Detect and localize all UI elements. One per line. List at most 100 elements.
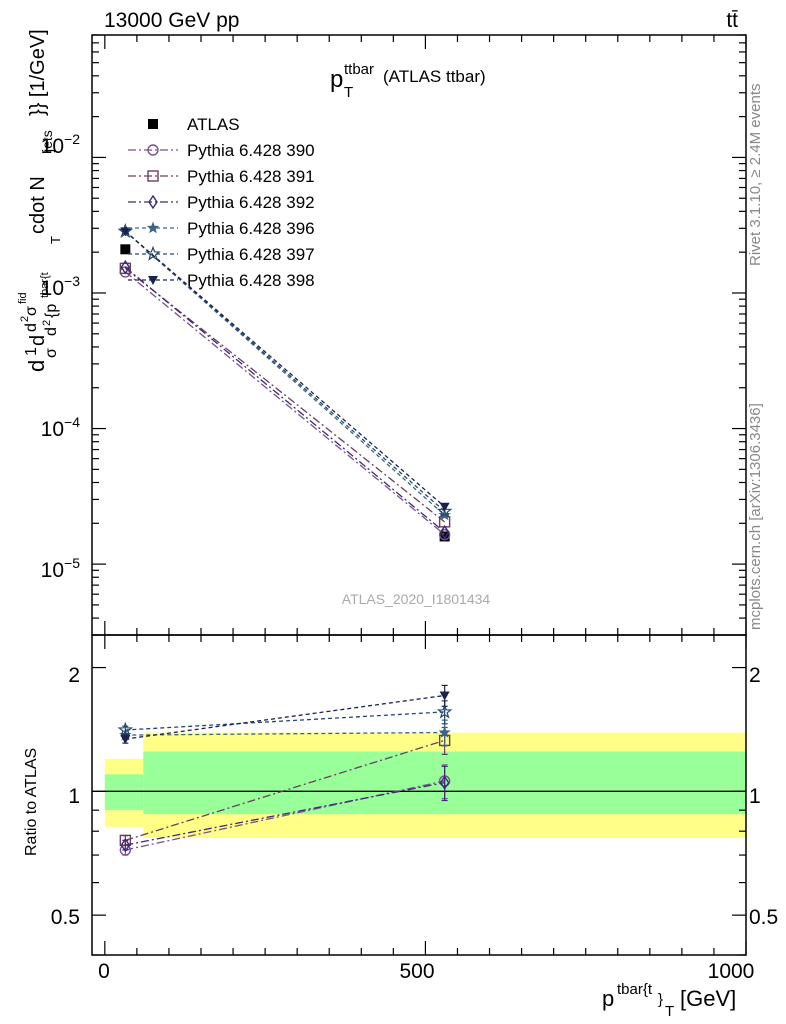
ratio-plot-area: [92, 684, 746, 856]
x-tick-label-500: 500: [399, 960, 434, 983]
y-tick-exponent: −2: [64, 131, 80, 147]
data-point: [439, 531, 450, 542]
ratio-series-pythia-6-428-392: [120, 765, 450, 853]
y-label-part: fid: [17, 292, 29, 304]
ratio-axis-ticks: [92, 635, 747, 956]
x-label-subscript-t: T: [665, 1003, 674, 1020]
ratio-point: [439, 691, 450, 701]
y-label-part: cdot N: [27, 176, 49, 234]
legend-marker: [145, 245, 161, 261]
legend-marker: [147, 170, 159, 182]
x-tick-label-0: 0: [98, 960, 110, 983]
y-label-part: σ: [23, 306, 40, 316]
legend-marker: [148, 119, 158, 129]
series-pythia-6-428-392: [120, 259, 450, 540]
legend-marker: [148, 194, 158, 210]
legend-label: Pythia 6.428 390: [187, 141, 315, 160]
series-line: [124, 230, 446, 508]
y-tick-label-1e-2: 10−2: [41, 131, 81, 158]
data-point: [438, 528, 451, 541]
legend-label: Pythia 6.428 396: [187, 219, 315, 238]
x-label-unit: [GeV]: [680, 986, 736, 1011]
legend-marker: [148, 276, 158, 285]
legend-label: Pythia 6.428 398: [187, 271, 315, 290]
x-tick-label-1000: 1000: [708, 960, 755, 983]
plot-title-subscript: T: [344, 84, 353, 101]
ratio-y-tick-labels-right: 0.5 1 2: [749, 664, 778, 929]
header-energy-label: 13000 GeV pp: [104, 9, 239, 32]
series-atlas: [120, 244, 450, 542]
data-point: [120, 259, 131, 275]
data-point: [120, 244, 131, 255]
y-label-part: 2: [19, 316, 31, 322]
ratio-point: [439, 775, 450, 790]
ratio-y-axis-label: Ratio to ATLAS: [23, 748, 40, 856]
y-label-part: d: [24, 360, 49, 372]
main-axis-ticks: [92, 34, 747, 636]
y-tick-exponent: −5: [64, 555, 80, 571]
ratio-series-pythia-6-428-398: [120, 684, 450, 745]
series-line: [124, 266, 446, 533]
data-point: [120, 227, 131, 237]
x-tick-labels: 0 500 1000: [98, 960, 754, 983]
ratio-series-line: [125, 780, 445, 851]
y-label-part: 1: [23, 347, 40, 356]
main-y-tick-labels: 10−5 10−4 10−3 10−2: [41, 131, 81, 582]
plot-title-main: p: [330, 66, 343, 93]
y-label-part: d: [27, 335, 49, 346]
ratio-panel: 0.5 1 2 0.5 1 2 0 500 1000 Ratio to ATLA…: [23, 635, 778, 1020]
ratio-point: [120, 735, 131, 745]
y-tick-label-1e-5: 10−5: [41, 555, 81, 582]
series-line: [124, 271, 446, 536]
mcplots-label: mcplots.cern.ch [arXiv:1306.3436]: [747, 403, 764, 630]
ratio-series-line: [125, 694, 445, 740]
y-label-part: {p: [43, 304, 60, 318]
series-pythia-6-428-391: [119, 262, 451, 528]
analysis-watermark: ATLAS_2020_I1801434: [342, 591, 491, 607]
ratio-point: [436, 703, 453, 719]
y-tick-label-1e-4: 10−4: [41, 414, 81, 441]
ratio-point: [119, 728, 132, 741]
uncertainty-band-inner: [104, 774, 144, 811]
rivet-version-label: Rivet 3.1.10, ≥ 2.4M events: [747, 84, 764, 267]
ratio-y-tick-label-1: 1: [68, 785, 80, 808]
data-point: [439, 502, 450, 512]
ratio-point: [438, 726, 451, 738]
ratio-y-tick-label-2: 2: [749, 664, 761, 687]
y-label-part: jets: [39, 130, 55, 153]
legend-marker: [147, 144, 159, 156]
plot-title-rest: (ATLAS ttbar): [383, 67, 486, 86]
main-panel: 10−5 10−4 10−3 10−2 p ttbar T (ATLAS ttb…: [17, 29, 747, 636]
x-label-subscript: }: [658, 991, 663, 1008]
ratio-point: [120, 837, 131, 853]
x-label-superscript: tbar{t: [617, 981, 653, 998]
y-label-part: d: [43, 327, 60, 336]
ratio-y-tick-label-0.5: 0.5: [749, 906, 778, 929]
series-pythia-6-428-390: [119, 266, 451, 541]
ratio-point: [117, 721, 134, 737]
legend-label: Pythia 6.428 397: [187, 245, 315, 264]
data-point: [436, 503, 453, 519]
x-axis-label: p tbar{t } T [GeV]: [602, 981, 736, 1020]
ratio-y-tick-labels-left: 0.5 1 2: [51, 664, 80, 929]
legend-label: Pythia 6.428 392: [187, 193, 315, 212]
data-point: [439, 524, 450, 540]
series-line: [124, 267, 446, 523]
series-pythia-6-428-398: [120, 227, 450, 512]
y-label-part: tbar{t: [39, 272, 51, 298]
ratio-y-tick-label-0.5: 0.5: [51, 906, 80, 929]
ratio-y-tick-label-1: 1: [749, 785, 761, 808]
legend-label: ATLAS: [187, 115, 240, 134]
ratio-series-line: [125, 731, 445, 736]
ratio-y-tick-label-2: 2: [68, 664, 80, 687]
y-tick-label-1e-3: 10−3: [41, 273, 81, 300]
main-y-axis-label: d 1 σ d d 2 σ fid d 2 {p tbar{t T cdot N…: [17, 29, 63, 372]
legend-label: Pythia 6.428 391: [187, 167, 315, 186]
plot-title: p ttbar T (ATLAS ttbar): [330, 61, 486, 101]
y-label-part: d: [23, 323, 40, 332]
y-tick-exponent: −4: [64, 414, 80, 430]
y-tick-exponent: −3: [64, 273, 80, 289]
y-label-part: T: [48, 236, 63, 244]
legend-marker: [146, 221, 160, 234]
